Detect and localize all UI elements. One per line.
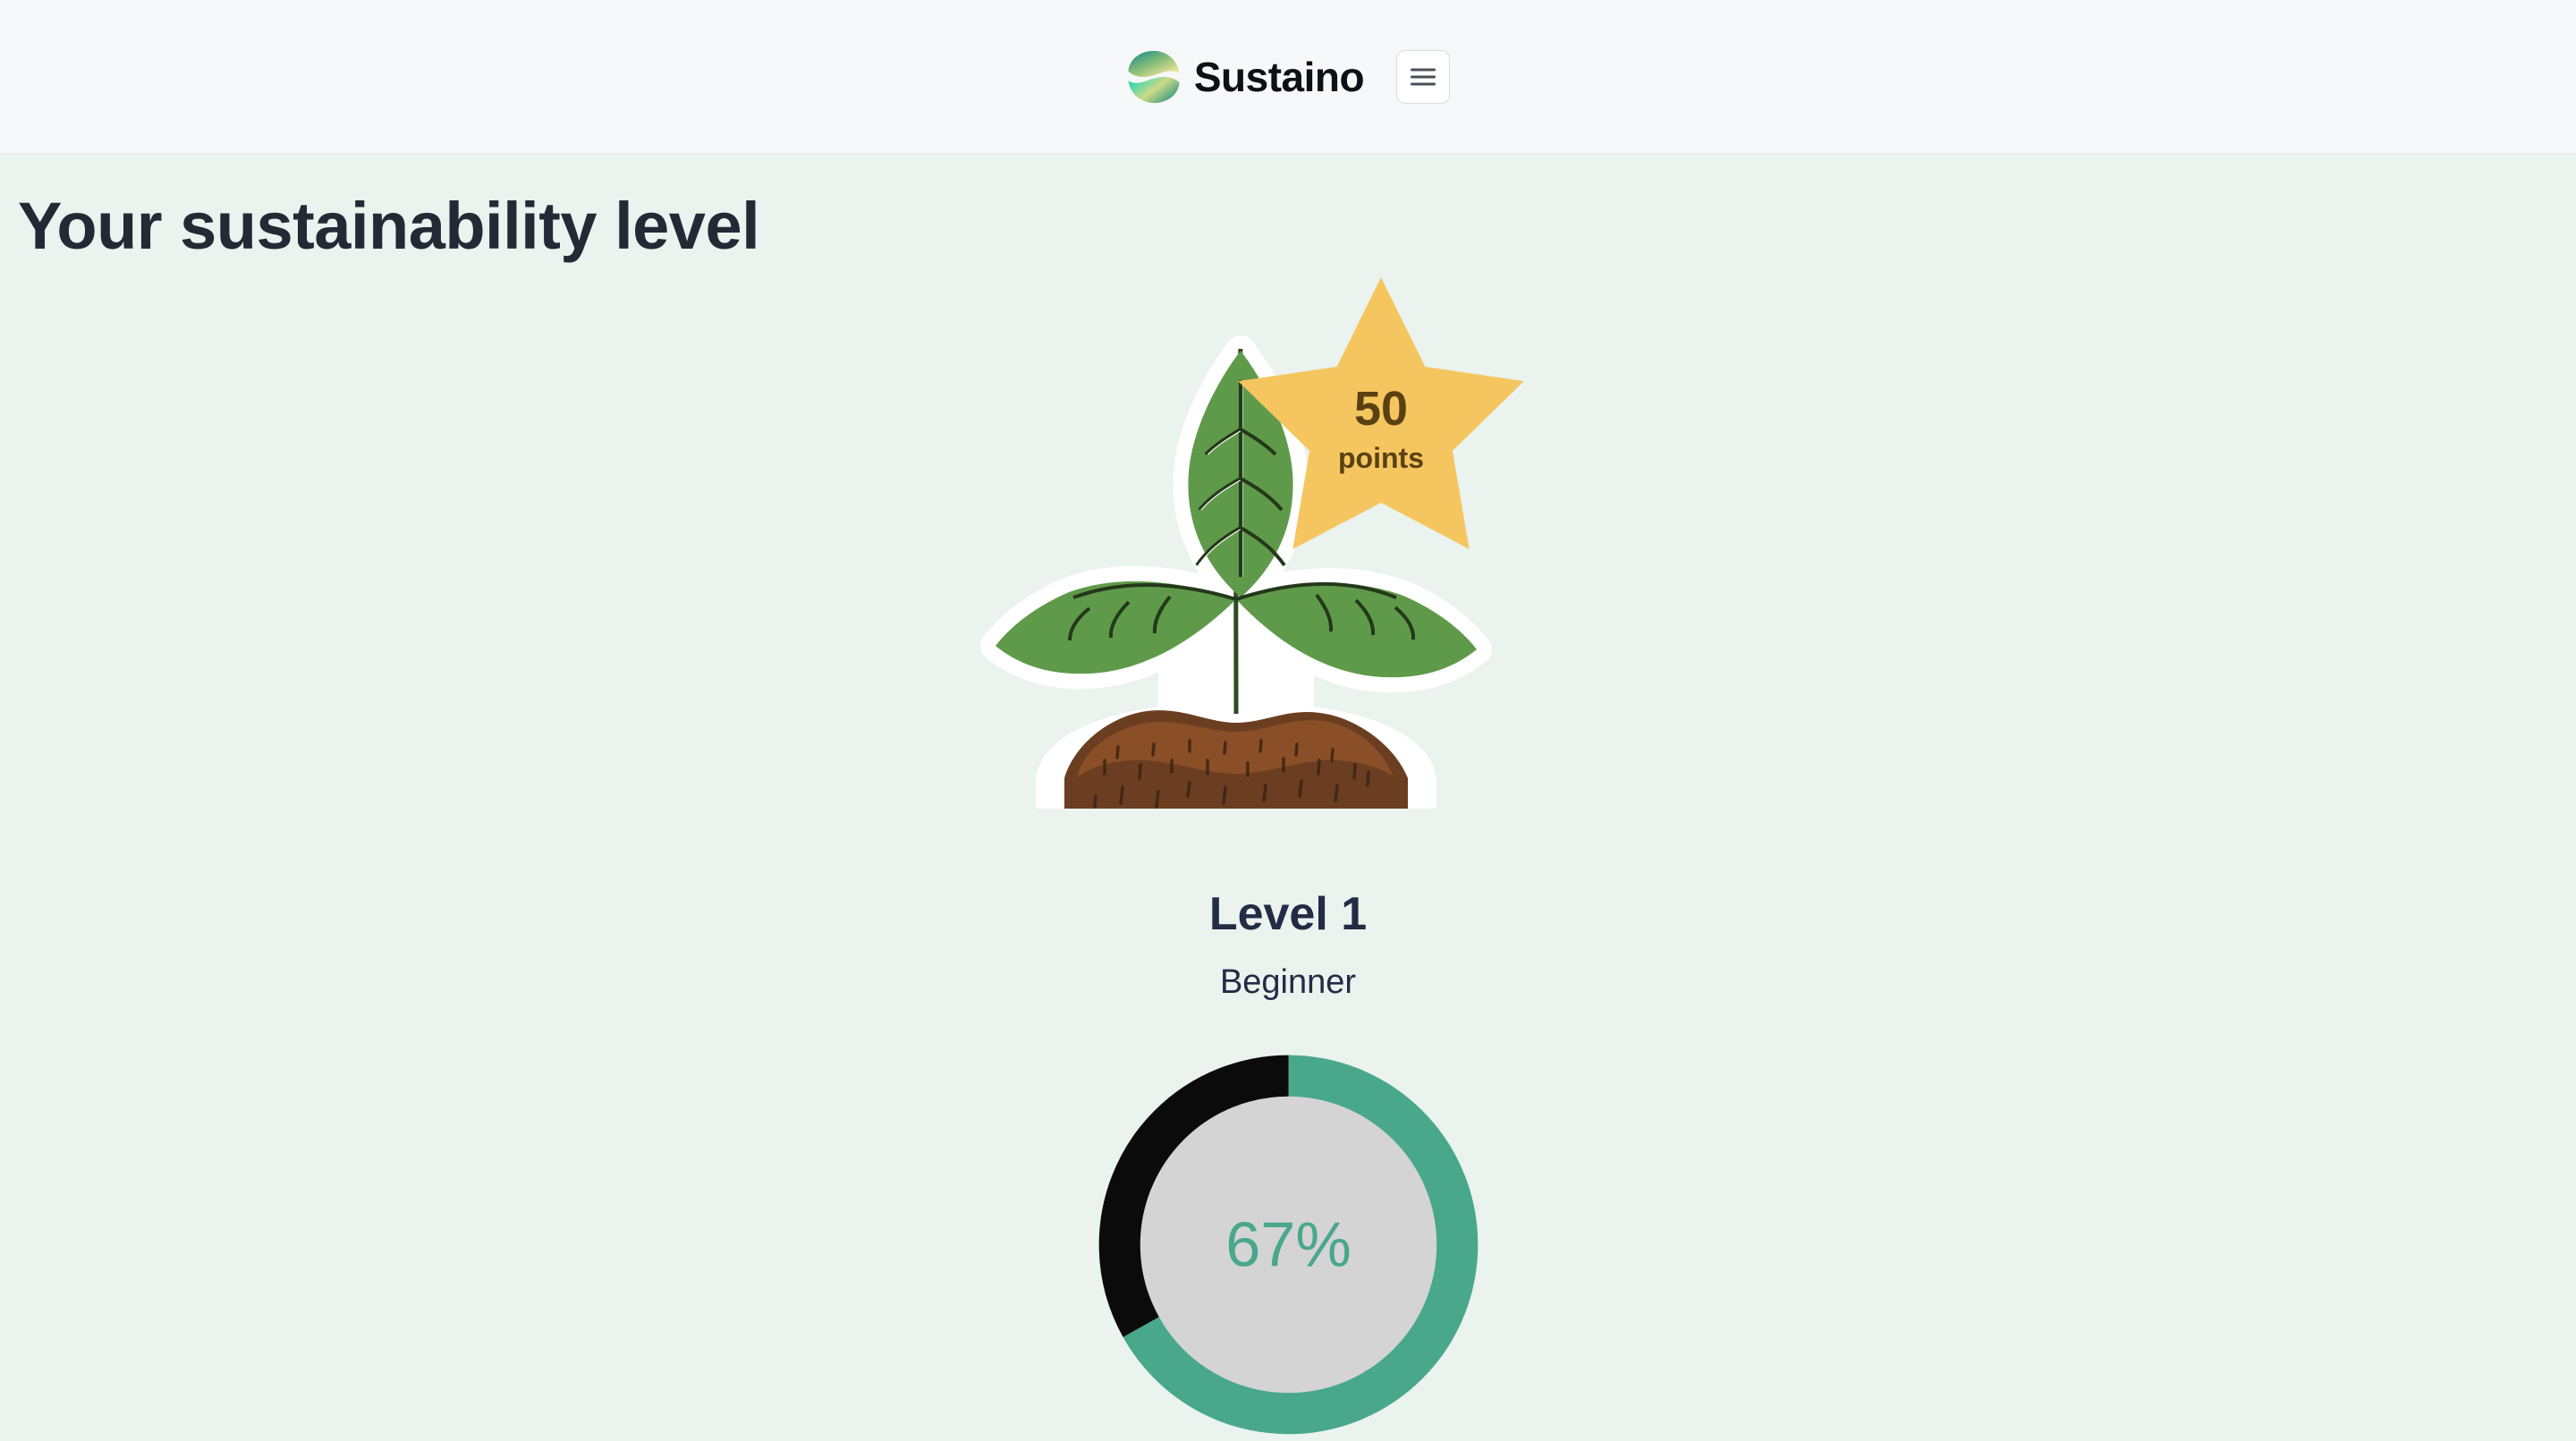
- svg-text:points: points: [1338, 442, 1424, 474]
- svg-text:50: 50: [1354, 382, 1408, 436]
- svg-text:67%: 67%: [1225, 1209, 1352, 1280]
